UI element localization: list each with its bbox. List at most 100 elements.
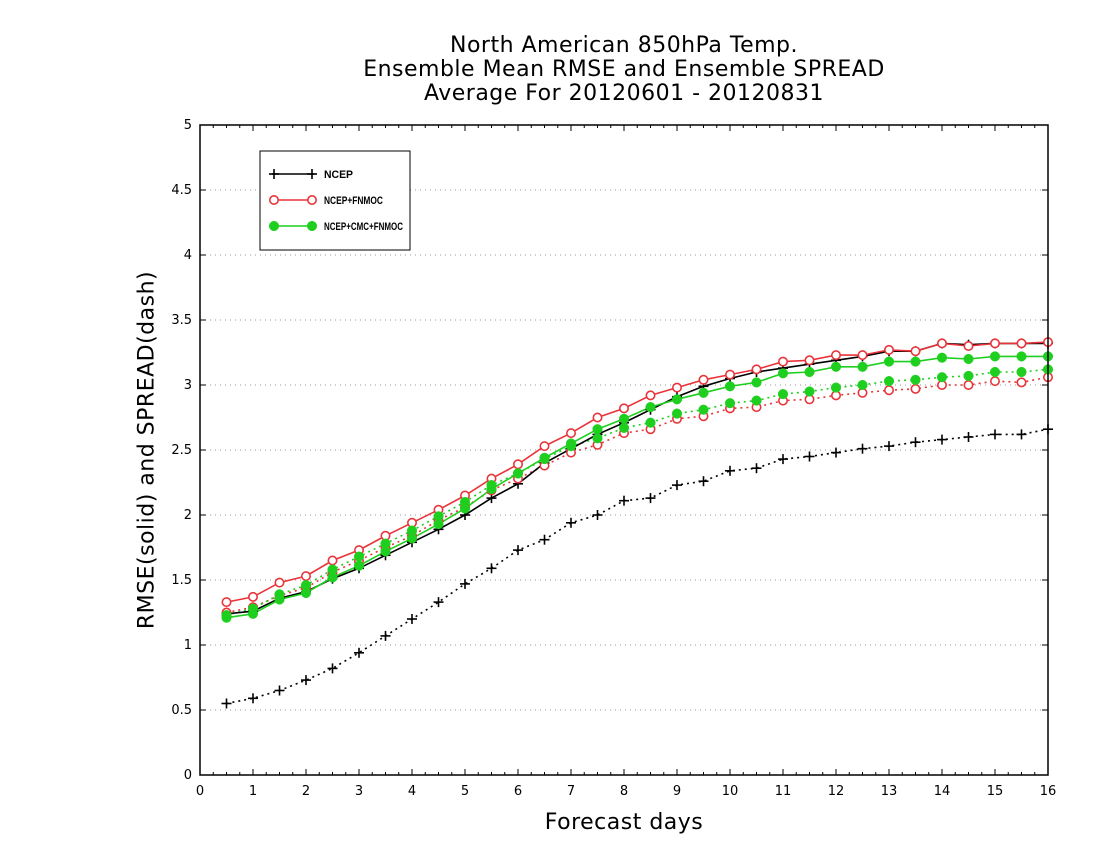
legend-marker-ncep-cmc-fnmoc (306, 220, 318, 232)
y-tick-label: 5 (184, 118, 192, 133)
x-tick-label: 11 (775, 784, 792, 799)
y-tick-label: 0.5 (171, 703, 192, 718)
spread-point-ncep-fnmoc (963, 379, 974, 390)
rmse-point-ncep-fnmoc (645, 390, 656, 401)
rmse-point-ncep-cmc-fnmoc (989, 351, 1001, 362)
spread-point-ncep-cmc-fnmoc (883, 376, 895, 387)
rmse-point-ncep-fnmoc (1016, 338, 1027, 349)
rmse-point-ncep-fnmoc (618, 403, 629, 414)
rmse-point-ncep-cmc-fnmoc (486, 483, 497, 495)
y-tick-label: 3 (184, 378, 192, 393)
x-tick-label: 8 (620, 784, 628, 799)
rmse-point-ncep-cmc-fnmoc (221, 612, 232, 623)
grid (200, 189, 1048, 711)
x-tick-label: 16 (1040, 784, 1057, 799)
rmse-point-ncep-fnmoc (221, 597, 232, 608)
spread-line-ncep (226, 428, 1049, 705)
spread-point-ncep-cmc-fnmoc (592, 433, 603, 444)
rmse-point-ncep-cmc-fnmoc (618, 413, 630, 424)
y-tick-label: 1.5 (171, 573, 192, 588)
legend-label-ncep: NCEP (324, 169, 353, 181)
rmse-point-ncep-cmc-fnmoc (353, 560, 365, 571)
rmse-point-ncep-cmc-fnmoc (883, 356, 895, 367)
rmse-point-ncep-cmc-fnmoc (406, 533, 418, 544)
chart-title: North American 850hPa Temp. Ensemble Mea… (200, 34, 1048, 106)
spread-point-ncep-cmc-fnmoc (751, 395, 762, 406)
rmse-point-ncep-cmc-fnmoc (936, 352, 948, 363)
legend: NCEP NCEP+FNMOC NCEP+CMC+FNMOC (259, 150, 411, 251)
spread-point-ncep-cmc-fnmoc (777, 389, 789, 400)
rmse-point-ncep-fnmoc (883, 344, 894, 355)
rmse-point-ncep-cmc-fnmoc (247, 608, 259, 619)
spread-point-ncep-fnmoc (910, 383, 921, 394)
spread-point-ncep-cmc-fnmoc (353, 551, 365, 562)
rmse-point-ncep-cmc-fnmoc (459, 503, 471, 514)
rmse-point-ncep-fnmoc (724, 369, 735, 380)
rmse-point-ncep-fnmoc (830, 350, 841, 361)
rmse-point-ncep-fnmoc (910, 346, 921, 357)
rmse-point-ncep-cmc-fnmoc (857, 361, 868, 372)
rmse-lines (226, 341, 1049, 619)
rmse-point-ncep-cmc-fnmoc (1016, 351, 1027, 362)
rmse-point-ncep-fnmoc (565, 428, 576, 439)
title-line-1: North American 850hPa Temp. (449, 33, 799, 58)
rmse-point-ncep-cmc-fnmoc (830, 361, 842, 372)
rmse-point-ncep-cmc-fnmoc (698, 387, 709, 398)
y-tick-label: 4 (184, 248, 192, 263)
rmse-point-ncep-fnmoc (698, 374, 709, 385)
spread-point-ncep-cmc-fnmoc (671, 408, 683, 419)
rmse-point-ncep-cmc-fnmoc (539, 452, 550, 463)
spread-line-ncep-cmc-fnmoc (226, 368, 1049, 616)
legend-marker-ncep-cmc-fnmoc (268, 220, 280, 232)
rmse-point-ncep-fnmoc (327, 555, 338, 566)
x-tick-label: 3 (355, 784, 363, 799)
legend-label-ncep-cmc-fnmoc: NCEP+CMC+FNMOC (324, 221, 403, 233)
spread-point-ncep-fnmoc (989, 376, 1000, 387)
rmse-point-ncep-fnmoc (300, 571, 311, 582)
rmse-point-ncep-fnmoc (248, 591, 259, 602)
rmse-point-ncep-cmc-fnmoc (804, 366, 815, 378)
spread-lines (226, 368, 1049, 705)
rmse-point-ncep-cmc-fnmoc (751, 377, 762, 388)
spread-point-ncep-cmc-fnmoc (910, 374, 921, 385)
rmse-point-ncep-cmc-fnmoc (274, 594, 285, 605)
markers (221, 337, 1054, 709)
y-tick-label: 1 (184, 638, 192, 653)
rmse-point-ncep-cmc-fnmoc (671, 394, 683, 405)
axis-ticks: 00.511.522.533.544.550 1 2 3 4 5 6 7 8 9 10 11 12 13 1… (171, 118, 1056, 799)
spread-point-ncep-cmc-fnmoc (698, 404, 709, 415)
rmse-point-ncep-cmc-fnmoc (300, 587, 312, 599)
x-tick-label: 1 (249, 784, 257, 799)
spread-point-ncep-cmc-fnmoc (830, 382, 842, 393)
rmse-point-ncep-fnmoc (751, 364, 762, 375)
y-tick-label: 3.5 (171, 313, 192, 328)
spread-point-ncep-cmc-fnmoc (618, 422, 630, 433)
rmse-point-ncep-fnmoc (777, 356, 788, 367)
rmse-point-ncep-cmc-fnmoc (724, 381, 736, 392)
y-tick-label: 2 (184, 508, 192, 523)
x-tick-label: 5 (461, 784, 469, 799)
rmse-line-ncep (226, 342, 1048, 615)
x-tick-label: 13 (881, 784, 898, 799)
title-line-2: Ensemble Mean RMSE and Ensemble SPREAD (363, 57, 885, 82)
legend-marker-ncep-fnmoc (306, 195, 317, 206)
x-tick-label: 14 (934, 784, 951, 799)
rmse-point-ncep-cmc-fnmoc (380, 546, 391, 557)
rmse-line-ncep-cmc-fnmoc (226, 355, 1048, 619)
rmse-point-ncep-cmc-fnmoc (645, 402, 656, 413)
y-tick-label: 0 (184, 768, 192, 783)
x-tick-label: 7 (567, 784, 575, 799)
rmse-point-ncep-fnmoc (539, 441, 550, 452)
spread-point-ncep-cmc-fnmoc (804, 386, 815, 397)
rmse-point-ncep-fnmoc (963, 340, 974, 351)
x-axis-label: Forecast days (544, 810, 704, 835)
rmse-point-ncep-fnmoc (274, 577, 285, 588)
rmse-point-ncep-fnmoc (804, 355, 815, 366)
rmse-point-ncep-cmc-fnmoc (512, 468, 524, 479)
legend-marker-ncep-fnmoc (268, 195, 279, 206)
rmse-point-ncep-fnmoc (592, 412, 603, 423)
rmse-line-ncep-fnmoc (226, 341, 1049, 603)
spread-point-ncep-fnmoc (883, 385, 894, 396)
rmse-point-ncep-fnmoc (857, 350, 868, 361)
